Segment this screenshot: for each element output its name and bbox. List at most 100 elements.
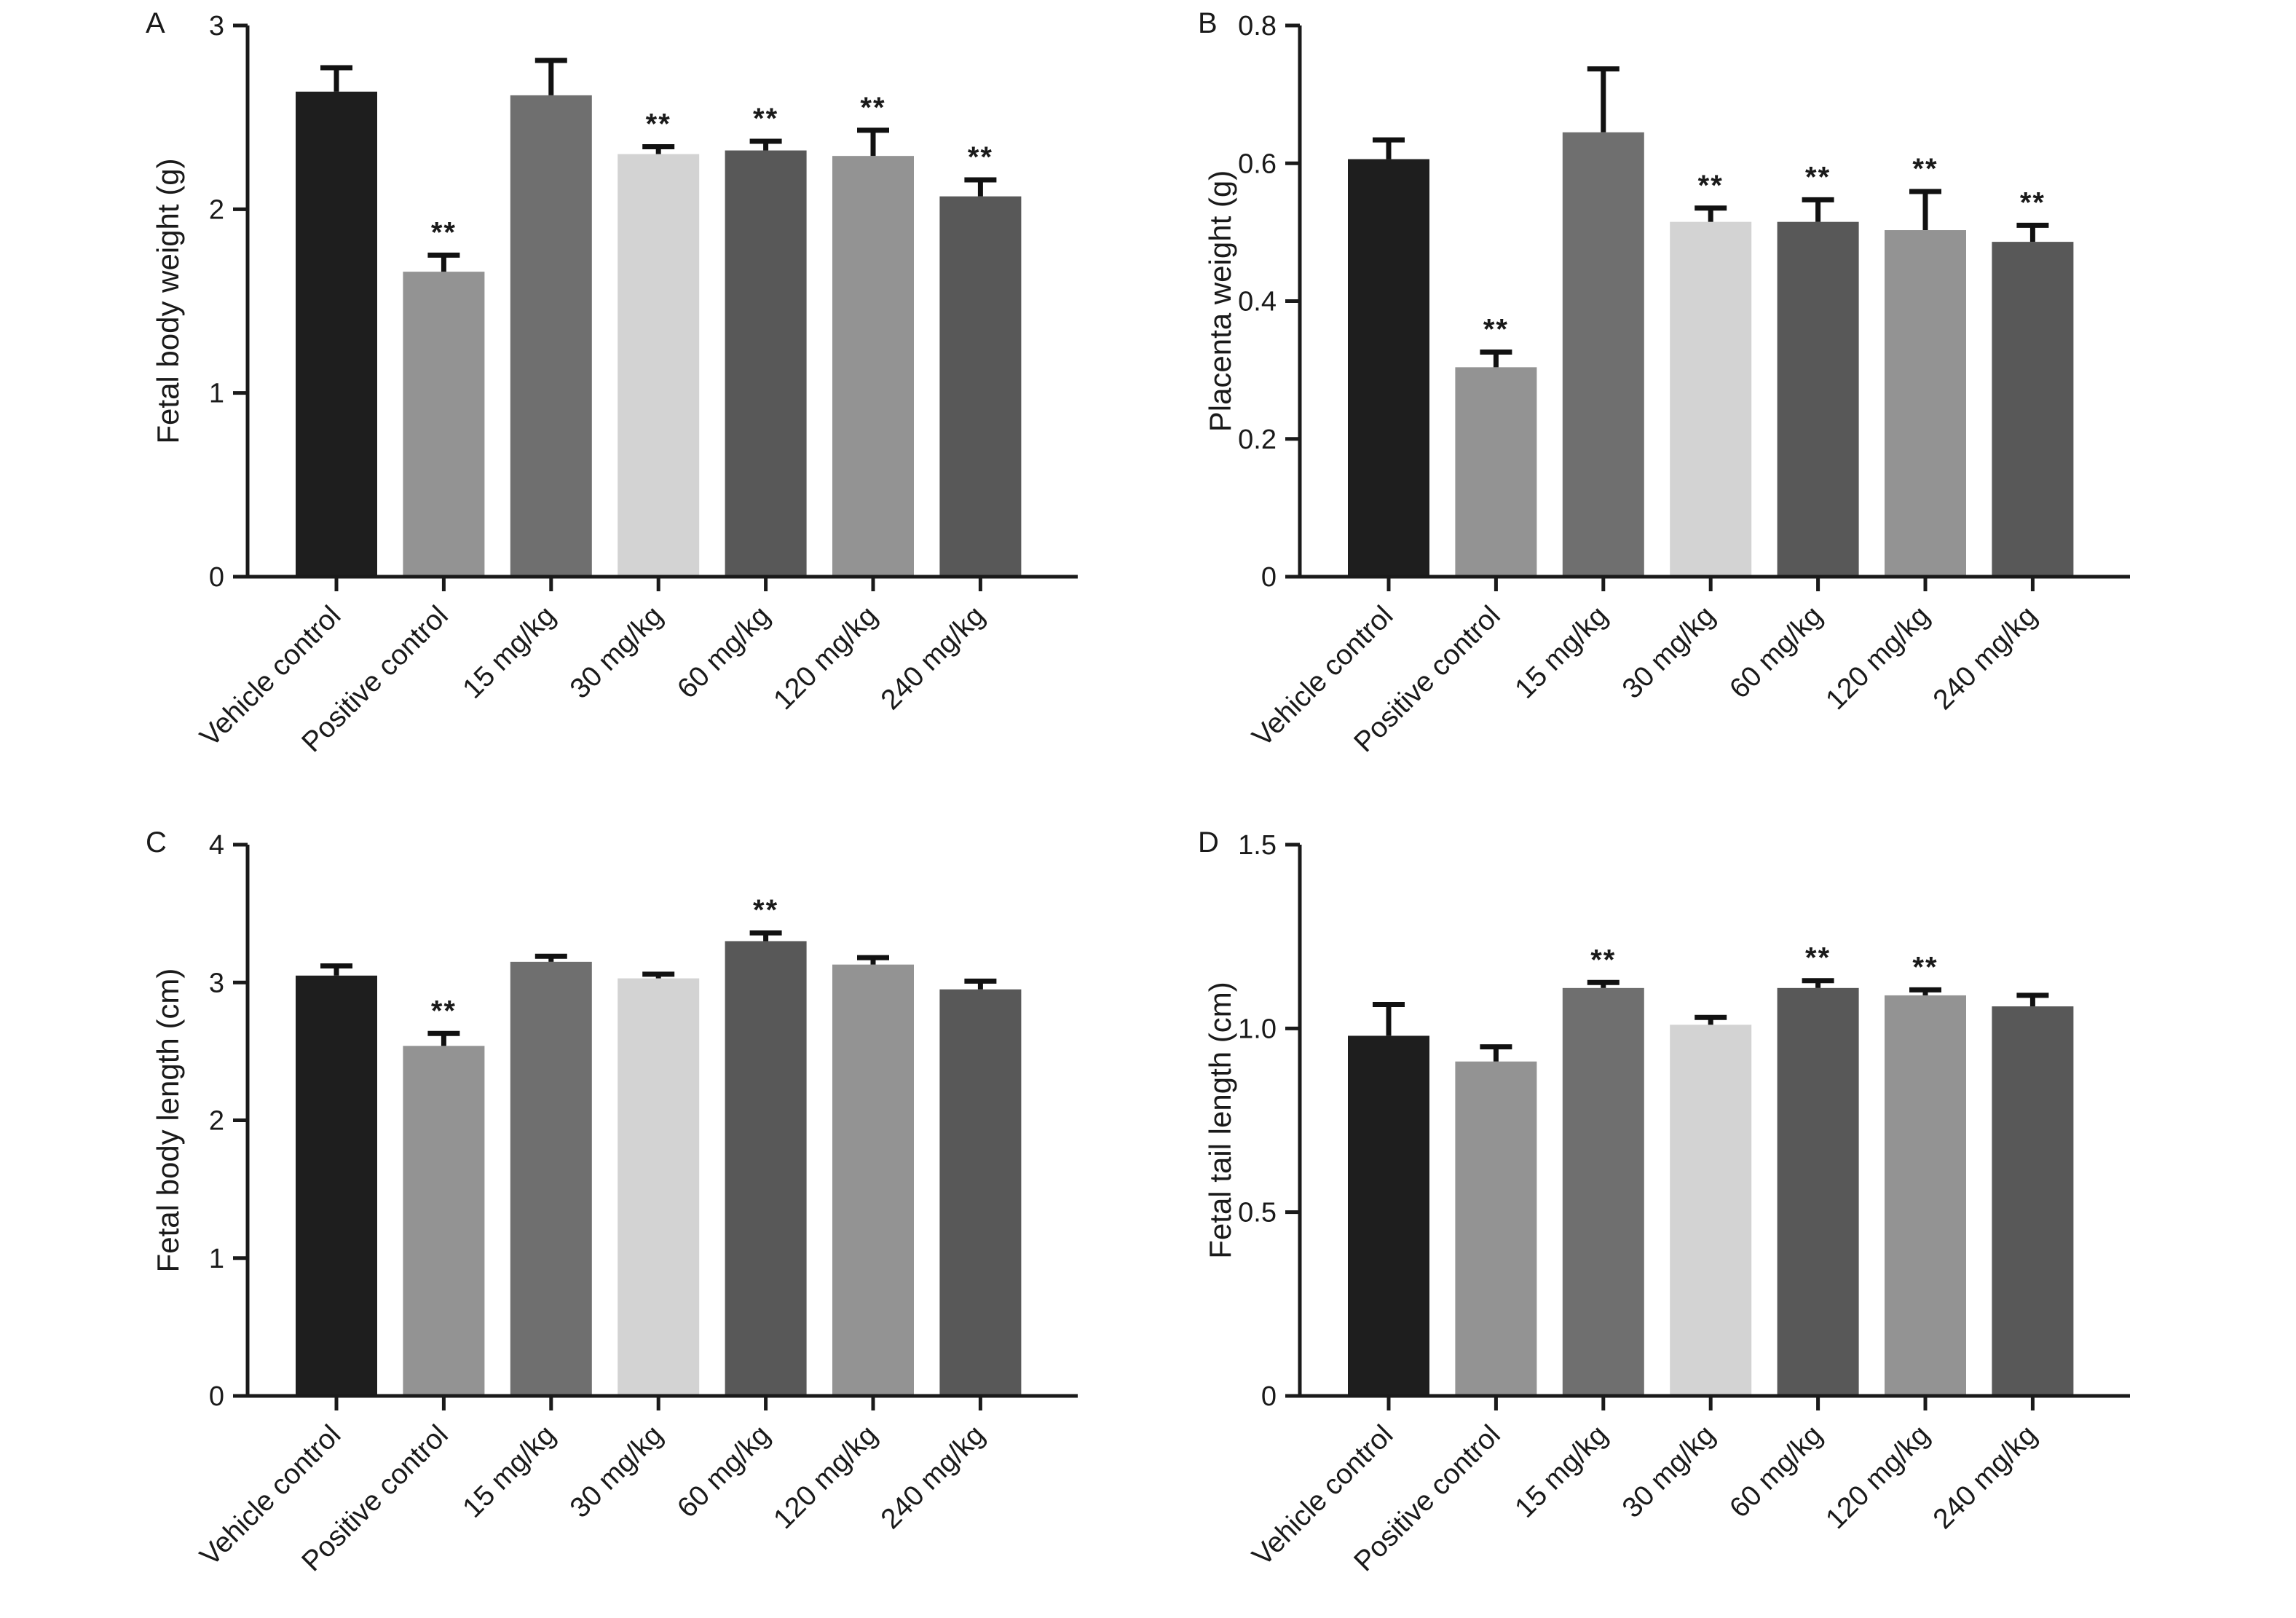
bar: [1777, 221, 1859, 577]
panel-letter: D: [1198, 826, 1219, 859]
error-bar: [534, 953, 567, 962]
bar: [1992, 1006, 2074, 1396]
significance-mark: **: [968, 141, 993, 173]
significance-mark: **: [1912, 951, 1938, 983]
x-category-label: 120 mg/kg: [768, 600, 883, 716]
error-bar: [857, 127, 889, 157]
bar: [1348, 159, 1429, 577]
error-bar: [1373, 1002, 1405, 1036]
chart-panel-a: A ** ** ** ** ** 0 1 2 3 Vehicle control Positive c…: [0, 0, 1165, 799]
bar: [1455, 367, 1537, 577]
y-tick-label: 1: [209, 1244, 224, 1274]
y-tick-label: 0: [209, 562, 224, 593]
bar: [725, 150, 807, 577]
bar: [1455, 1061, 1537, 1396]
x-category-label: 60 mg/kg: [671, 600, 776, 705]
error-bar: [427, 252, 460, 272]
error-bar: [1587, 979, 1620, 988]
x-category-label: 30 mg/kg: [1617, 600, 1721, 705]
error-bar: [534, 58, 567, 95]
x-category-label: 60 mg/kg: [1724, 600, 1828, 705]
bar: [1885, 995, 1966, 1396]
significance-mark: **: [2020, 186, 2046, 218]
y-tick-label: 0.4: [1238, 287, 1277, 317]
y-axis-title: Fetal tail length (cm): [1203, 982, 1237, 1258]
x-category-label: 15 mg/kg: [457, 600, 561, 705]
bar: [403, 1046, 485, 1396]
error-bar: [2016, 222, 2049, 242]
x-category-label: 30 mg/kg: [564, 1419, 669, 1524]
bar: [403, 272, 485, 577]
y-tick-label: 1: [209, 379, 224, 409]
x-category-label: 60 mg/kg: [1724, 1419, 1828, 1524]
significance-mark: **: [646, 108, 671, 141]
x-category-label: 15 mg/kg: [1509, 1419, 1614, 1524]
panel-letter: C: [146, 826, 167, 859]
significance-mark: **: [431, 995, 457, 1027]
x-category-label: 30 mg/kg: [1617, 1419, 1721, 1524]
bar: [939, 196, 1022, 577]
y-axis-title: Fetal body length (cm): [151, 968, 185, 1273]
bar: [618, 978, 700, 1396]
y-tick-label: 0.6: [1238, 149, 1277, 179]
x-category-label: 240 mg/kg: [875, 1419, 991, 1535]
y-tick-label: 3: [209, 968, 224, 998]
significance-mark: **: [1805, 942, 1831, 974]
significance-mark: **: [1590, 944, 1616, 976]
error-bar: [964, 978, 997, 990]
y-axis-title: Placenta weight (g): [1203, 170, 1237, 433]
bar: [618, 154, 700, 577]
bar: [510, 961, 592, 1396]
significance-mark: **: [1912, 153, 1938, 185]
x-category-label: 15 mg/kg: [1509, 600, 1614, 705]
y-tick-label: 2: [209, 1106, 224, 1137]
error-bar: [1695, 205, 1727, 222]
error-bar: [320, 963, 352, 976]
bar: [1992, 242, 2074, 577]
significance-mark: **: [753, 103, 778, 135]
bar: [832, 964, 914, 1396]
x-category-label: 60 mg/kg: [671, 1419, 776, 1524]
error-bar: [749, 930, 782, 942]
error-bar: [1587, 66, 1620, 133]
bar: [1562, 132, 1644, 577]
error-bar: [857, 955, 889, 965]
significance-mark: **: [431, 216, 457, 248]
x-category-label: 240 mg/kg: [1928, 600, 2043, 716]
y-tick-label: 0: [1261, 562, 1277, 593]
y-tick-label: 3: [209, 11, 224, 42]
panel-letter: B: [1198, 7, 1218, 39]
bar: [1885, 230, 1966, 577]
y-tick-label: 1.5: [1238, 830, 1277, 861]
x-category-label: 240 mg/kg: [1928, 1419, 2043, 1535]
bar: [725, 941, 807, 1396]
bar: [510, 95, 592, 577]
y-tick-label: 0.5: [1238, 1198, 1277, 1228]
error-bar: [964, 177, 997, 197]
bar: [296, 975, 377, 1396]
x-category-label: 120 mg/kg: [1820, 600, 1936, 716]
x-category-label: 120 mg/kg: [768, 1419, 883, 1535]
significance-mark: **: [1483, 314, 1509, 346]
y-tick-label: 0: [1261, 1381, 1277, 1412]
x-category-label: 15 mg/kg: [457, 1419, 561, 1524]
chart-panel-b: B ** ** ** ** ** 0 0.2 0.4 0.6 0.8 Vehicle control P…: [1052, 0, 2217, 799]
error-bar: [1802, 978, 1834, 988]
error-bar: [642, 144, 675, 154]
error-bar: [1802, 197, 1834, 222]
significance-mark: **: [860, 92, 885, 124]
y-tick-label: 2: [209, 194, 224, 225]
panel-letter: A: [146, 7, 165, 39]
error-bar: [1480, 350, 1512, 368]
error-bar: [427, 1030, 460, 1046]
y-tick-label: 0.2: [1238, 425, 1277, 455]
significance-mark: **: [753, 894, 778, 926]
y-tick-label: 4: [209, 830, 224, 861]
y-tick-label: 0.8: [1238, 11, 1277, 42]
error-bar: [749, 138, 782, 151]
bar: [1777, 987, 1859, 1396]
chart-panel-c: C ** ** 0 1 2 3 4 Vehicle control Positive contro…: [0, 819, 1165, 1618]
